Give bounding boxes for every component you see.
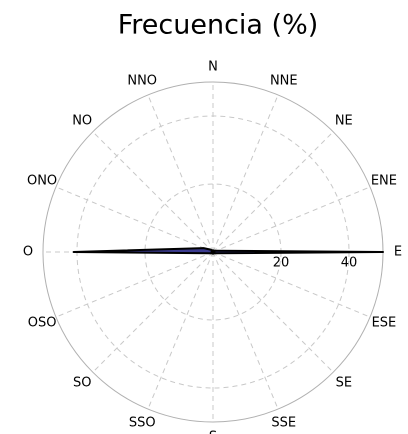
- direction-label: NO: [72, 114, 92, 129]
- direction-label: NE: [335, 114, 353, 129]
- direction-label: SSO: [129, 415, 156, 430]
- radial-grid-line: [55, 251, 214, 318]
- direction-label: SO: [73, 375, 91, 390]
- radial-grid-line: [147, 251, 214, 410]
- direction-label: NNE: [270, 74, 298, 89]
- direction-label: SSE: [271, 415, 296, 430]
- direction-label: ONO: [27, 174, 57, 189]
- frequency-area: [72, 247, 384, 255]
- radial-grid-line: [92, 251, 214, 373]
- radial-grid-line: [212, 251, 279, 410]
- r-tick-label: 40: [341, 256, 358, 271]
- radial-grid-line: [92, 131, 214, 253]
- radial-grid-line: [212, 251, 334, 373]
- radial-grid-line: [212, 186, 371, 253]
- direction-label: S: [209, 430, 217, 434]
- direction-label: N: [208, 60, 218, 75]
- direction-label: OSO: [28, 315, 57, 330]
- radial-grid-line: [55, 186, 214, 253]
- radial-grid-line: [212, 251, 371, 318]
- direction-label: SE: [336, 375, 352, 390]
- direction-label: E: [394, 245, 402, 260]
- radial-grid-line: [147, 94, 214, 253]
- radial-grid-line: [212, 94, 279, 253]
- direction-label: NNO: [127, 74, 157, 89]
- direction-label: ENE: [371, 174, 397, 189]
- direction-label: O: [23, 245, 33, 260]
- center-marker: [210, 249, 216, 255]
- r-tick-label: 20: [273, 256, 290, 271]
- chart-title: Frecuencia (%): [118, 10, 319, 41]
- direction-label: ESE: [372, 315, 397, 330]
- radial-grid-line: [212, 131, 334, 253]
